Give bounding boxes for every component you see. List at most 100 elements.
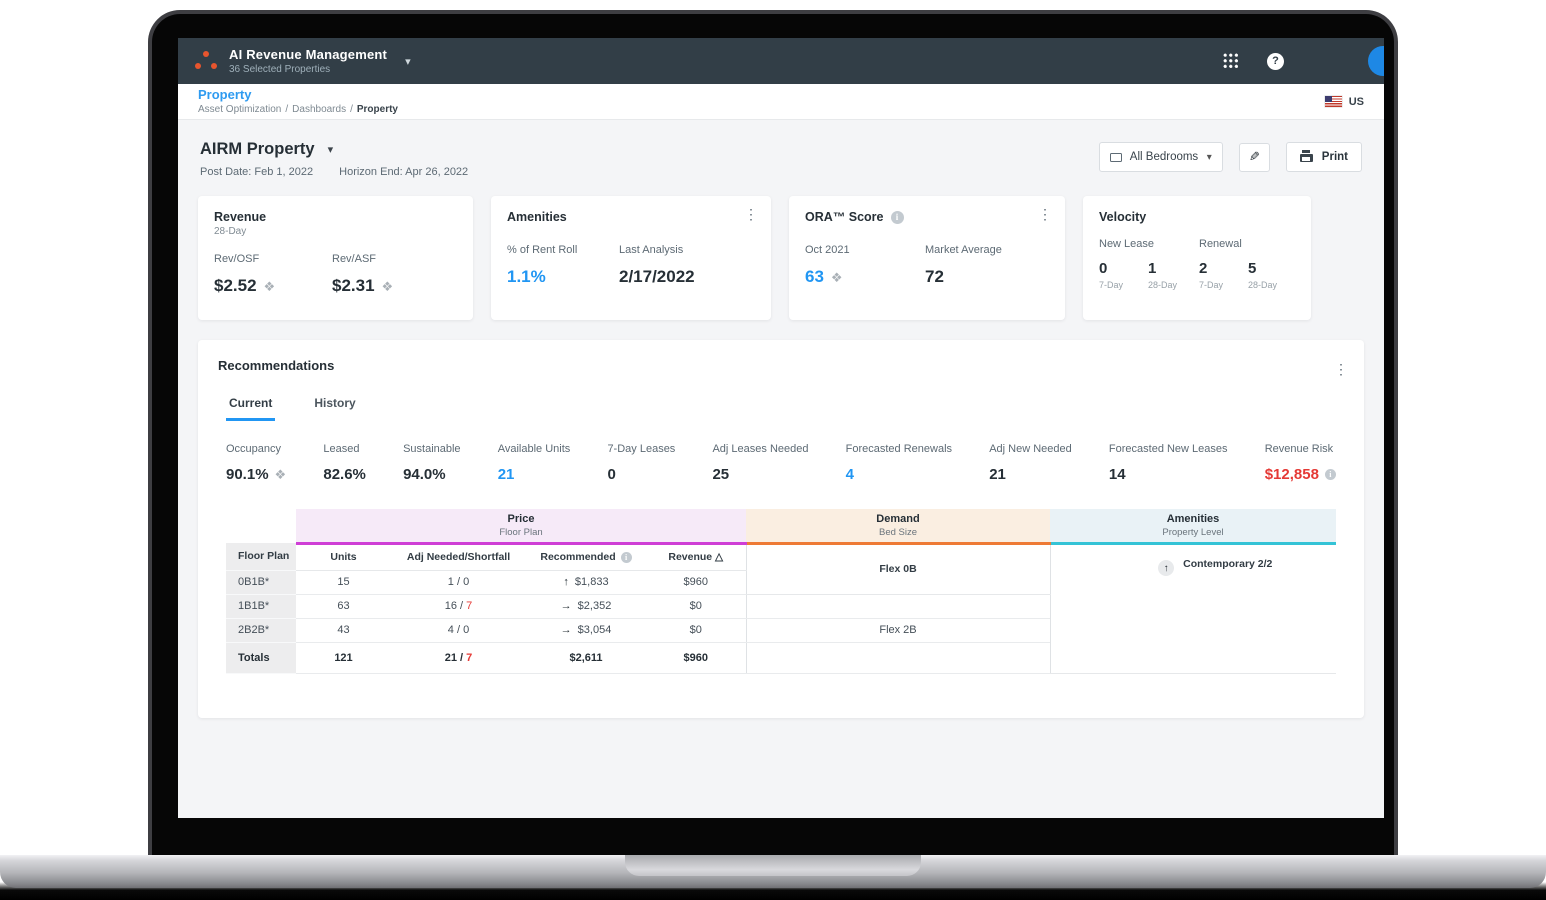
metric-leased: Leased 82.6% — [323, 443, 366, 483]
totals-row: Totals 121 21 / 7 $2,611 $960 — [226, 642, 1336, 674]
rent-roll-metric: % of Rent Roll 1.1% — [507, 244, 578, 286]
table-row[interactable]: 1B1B* 63 16 / 7 $2,352 $0 — [226, 594, 1336, 619]
demand-cell: Flex 0B — [745, 543, 1050, 595]
breadcrumb-item[interactable]: Dashboards — [292, 103, 347, 115]
tab-current[interactable]: Current — [226, 387, 276, 421]
diamond-icon — [831, 267, 843, 287]
revenue-card: Revenue 28-Day Rev/OSF $2.52 Rev/ASF $2.… — [198, 196, 473, 320]
locale-label: US — [1348, 95, 1364, 108]
amenities-cell: Contemporary 2/2 — [1049, 543, 1336, 674]
revenue-card-subtitle: 28-Day — [214, 226, 247, 237]
ora-card-title: ORA™ Score — [805, 210, 884, 224]
kebab-menu-icon[interactable] — [1334, 362, 1348, 376]
recommendations-metrics: Occupancy 90.1% Leased 82.6% Sustainable… — [226, 443, 1336, 483]
amenities-group-header: Amenities Property Level — [1050, 509, 1336, 545]
recommendations-tabs: Current History — [226, 387, 1348, 421]
metric-7-day-leases: 7-Day Leases 0 — [607, 443, 676, 483]
page-link[interactable]: Property — [198, 87, 252, 103]
demand-cell — [745, 642, 1050, 674]
top-app-bar: AI Revenue Management 36 Selected Proper… — [178, 38, 1384, 84]
horizon-end: Horizon End: Apr 26, 2022 — [339, 166, 469, 178]
laptop-hinge-notch — [625, 855, 921, 876]
app-title: AI Revenue Management — [229, 47, 388, 62]
print-label: Print — [1321, 151, 1348, 163]
main-content: AIRM Property Post Date: Feb 1, 2022 Hor… — [178, 120, 1384, 818]
toolbar: All Bedrooms Print — [1098, 142, 1362, 172]
demand-cell: Flex 2B — [745, 618, 1050, 643]
edit-button[interactable] — [1238, 142, 1270, 172]
chevron-down-icon — [1207, 152, 1212, 163]
kebab-menu-icon[interactable] — [744, 207, 758, 221]
col-floor-plan: Floor Plan — [226, 543, 296, 571]
post-date: Post Date: Feb 1, 2022 — [200, 166, 314, 178]
bedrooms-filter-select[interactable]: All Bedrooms — [1098, 142, 1223, 172]
metric-available-units: Available Units 21 — [497, 443, 571, 483]
recommendations-table: Price Floor Plan Demand Bed Size Ameniti… — [226, 509, 1336, 674]
recommendations-card: Recommendations Current History Occupanc… — [198, 340, 1364, 718]
col-adj: Adj Needed/Shortfall — [391, 543, 526, 571]
selected-properties-count: 36 Selected Properties — [229, 64, 331, 75]
user-avatar[interactable] — [1368, 46, 1384, 76]
metric-occupancy: Occupancy 90.1% — [226, 443, 286, 483]
pencil-icon — [1249, 149, 1260, 165]
amenities-card-title: Amenities — [507, 210, 567, 224]
breadcrumb-bar: Property Asset Optimization / Dashboards / P… — [178, 84, 1384, 120]
col-units: Units — [296, 543, 391, 571]
up-arrow-icon — [1158, 560, 1175, 576]
demand-group-header: Demand Bed Size — [746, 509, 1050, 545]
diamond-icon — [382, 276, 394, 296]
help-icon[interactable] — [1267, 52, 1284, 70]
laptop-base — [0, 855, 1546, 888]
breadcrumb: Property Asset Optimization / Dashboards / P… — [198, 87, 398, 115]
info-icon[interactable] — [890, 210, 904, 224]
info-icon[interactable] — [620, 551, 632, 563]
rev-asf-metric: Rev/ASF $2.31 — [332, 253, 393, 296]
printer-icon — [1299, 149, 1313, 162]
tab-history[interactable]: History — [314, 396, 356, 410]
trend-up-icon — [563, 576, 569, 588]
app-title-block[interactable]: AI Revenue Management 36 Selected Proper… — [229, 47, 387, 75]
breadcrumb-trail: Asset Optimization / Dashboards / Property — [198, 103, 398, 115]
app-switcher-chevron-icon[interactable] — [405, 55, 411, 68]
velocity-card: Velocity New Lease 0 7-Day 1 28-Day Renewa — [1083, 196, 1311, 320]
table-row[interactable]: 2B2B* 43 4 / 0 $3,054 $0 Flex 2B — [226, 618, 1336, 643]
trend-steady-icon — [561, 624, 572, 636]
app-logo-icon — [193, 50, 217, 72]
diamond-icon — [275, 466, 287, 483]
velocity-card-title: Velocity — [1099, 210, 1147, 224]
metric-forecasted-renewals: Forecasted Renewals 4 — [845, 443, 953, 483]
breadcrumb-item[interactable]: Asset Optimization — [198, 103, 282, 115]
ora-score-metric: Oct 2021 63 — [805, 244, 925, 287]
topbar-icons — [1223, 52, 1284, 70]
metric-adj-leases-needed: Adj Leases Needed 25 — [712, 443, 809, 483]
renewal-group: Renewal 2 7-Day 5 28-Day — [1199, 238, 1278, 290]
metric-forecasted-new-leases: Forecasted New Leases 14 — [1108, 443, 1228, 483]
metric-sustainable: Sustainable 94.0% — [403, 443, 461, 483]
apps-grid-icon[interactable] — [1223, 53, 1239, 69]
property-selector-chevron-icon[interactable] — [328, 143, 334, 156]
info-icon[interactable] — [1324, 469, 1336, 480]
page-title: AIRM Property — [200, 140, 315, 158]
print-button[interactable]: Print — [1285, 142, 1362, 172]
bedrooms-filter-label: All Bedrooms — [1129, 151, 1199, 163]
last-analysis-metric: Last Analysis 2/17/2022 — [619, 244, 695, 286]
kebab-menu-icon[interactable] — [1038, 207, 1052, 221]
locale-selector[interactable]: US — [1324, 95, 1364, 108]
metric-revenue-risk: Revenue Risk $12,858 — [1265, 443, 1336, 483]
col-revenue: Revenue △ — [646, 543, 746, 571]
col-recommended: Recommended — [526, 543, 646, 571]
table-header-row: Floor Plan Units Adj Needed/Shortfall Re… — [226, 543, 1336, 674]
price-group-header: Price Floor Plan — [296, 509, 746, 545]
diamond-icon — [264, 276, 276, 296]
revenue-card-title: Revenue — [214, 210, 267, 224]
table-row[interactable]: 0B1B* 15 1 / 0 $1,833 $960 — [226, 570, 1336, 595]
market-average-metric: Market Average 72 — [925, 244, 1002, 286]
rev-osf-metric: Rev/OSF $2.52 — [214, 253, 332, 296]
ora-score-card: ORA™ Score Oct 2021 63 Market Average 72 — [789, 196, 1065, 320]
recommendations-title: Recommendations — [218, 358, 335, 373]
amenities-card: Amenities % of Rent Roll 1.1% Last Analy… — [491, 196, 771, 320]
breadcrumb-item-current: Property — [356, 103, 398, 115]
bedrooms-icon — [1109, 152, 1122, 162]
us-flag-icon — [1324, 96, 1342, 107]
